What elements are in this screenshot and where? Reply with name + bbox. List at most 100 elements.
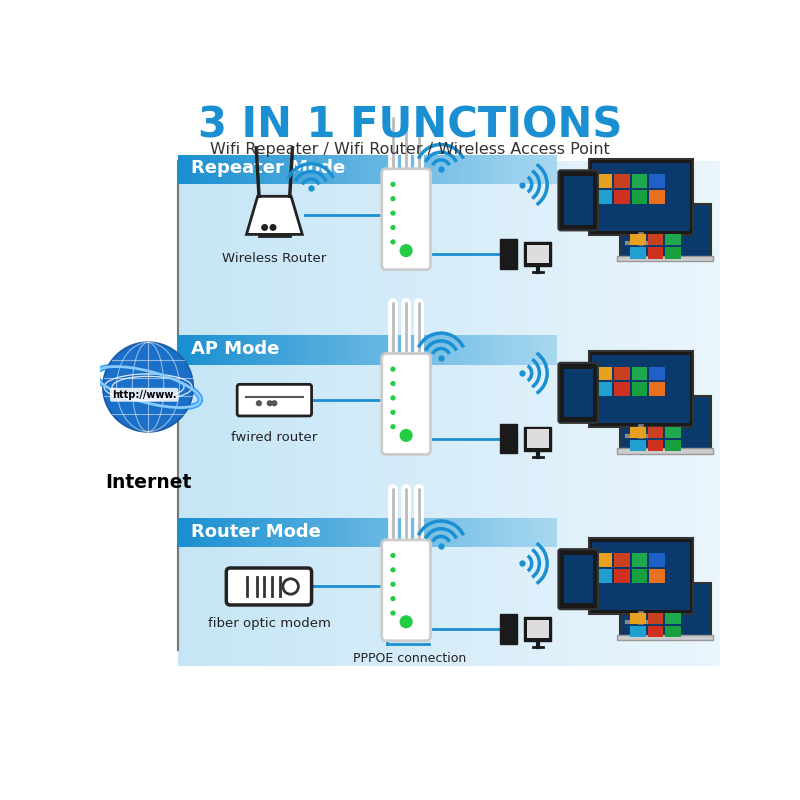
Bar [346,485,351,666]
Bar [474,154,478,184]
Bar [360,154,363,184]
Bar [454,154,458,184]
Bar [503,162,509,304]
Circle shape [390,567,395,573]
Bar [519,335,523,365]
Bar [648,247,663,258]
Bar [351,485,357,666]
Bar [546,162,552,304]
Bar [226,304,232,485]
Bar [622,485,628,666]
Circle shape [390,410,395,415]
Bar [447,154,451,184]
Bar [360,335,363,365]
Bar [666,162,671,304]
Circle shape [283,578,298,594]
Bar [212,518,215,547]
Bar [443,485,449,666]
Bar [432,335,436,365]
Bar [237,485,242,666]
Bar [178,485,183,666]
Bar [527,154,530,184]
Bar [318,335,322,365]
Bar [193,518,197,547]
Bar [237,162,242,304]
Bar [246,518,250,547]
Bar [530,485,535,666]
Bar [538,518,542,547]
Bar [443,335,447,365]
Bar [704,485,709,666]
Bar [306,335,310,365]
Bar [406,304,410,485]
Bar [590,162,595,304]
Polygon shape [246,196,302,234]
Circle shape [390,553,395,558]
Bar [470,518,474,547]
Bar [219,335,223,365]
FancyBboxPatch shape [558,363,598,423]
Bar [614,553,630,566]
Bar [281,485,286,666]
Bar [416,304,422,485]
Bar [371,154,375,184]
Bar [574,485,579,666]
Bar [333,518,337,547]
Bar [617,304,622,485]
Bar [492,162,498,304]
Bar [432,518,436,547]
Bar [650,569,665,582]
Bar [337,518,341,547]
Bar [493,518,497,547]
Bar [200,335,204,365]
Bar [492,304,498,485]
Bar [421,154,424,184]
Bar [219,154,223,184]
Circle shape [390,610,395,616]
Bar [375,335,378,365]
Bar [634,304,638,485]
Bar [454,304,459,485]
Bar [655,304,660,485]
Bar [345,518,348,547]
Bar [223,154,227,184]
Bar [597,190,612,204]
Bar [449,304,454,485]
Bar [215,154,219,184]
Bar [400,304,406,485]
Bar [590,485,595,666]
Text: PPPOE connection: PPPOE connection [354,652,466,665]
Bar [212,154,215,184]
Bar [650,553,665,566]
Bar [313,162,318,304]
Bar [280,335,284,365]
Bar [302,304,308,485]
Bar [221,485,226,666]
Bar [526,619,549,638]
FancyBboxPatch shape [558,549,598,610]
Bar [650,304,655,485]
Bar [666,626,681,638]
Bar [617,485,622,666]
Bar [398,335,402,365]
Bar [462,335,466,365]
Bar [638,485,644,666]
Bar [530,335,534,365]
Bar [500,239,518,269]
Bar [259,162,264,304]
Bar [620,204,710,259]
Bar [215,304,221,485]
Bar [270,162,275,304]
Bar [693,485,698,666]
Bar [597,366,612,380]
Bar [208,335,212,365]
Bar [340,162,346,304]
Bar [589,538,694,614]
Bar [546,335,550,365]
Bar [375,154,378,184]
Bar [378,162,384,304]
Bar [438,485,443,666]
Bar [281,162,286,304]
Bar [595,162,601,304]
Bar [592,542,690,610]
